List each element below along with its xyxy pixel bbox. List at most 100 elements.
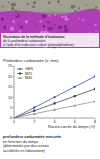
aggregate (60, 4, 61, 5)
point (74, 95, 76, 97)
series-line (14, 101, 95, 118)
chart-title: Profondeur carbonatée (x, mm) (3, 58, 59, 63)
aggregate (82, 19, 84, 21)
y-tick (13, 97, 15, 98)
aggregate (52, 27, 54, 29)
x-tick-label: 0 (13, 120, 15, 124)
y-tick-label: 5 (10, 106, 12, 110)
aggregate (61, 16, 63, 18)
aggregate (34, 25, 35, 26)
aggregate (48, 1, 51, 4)
aggregate (57, 0, 60, 3)
legend-label: GEN (25, 67, 33, 71)
chart-caption: accélérés en laboratoire) (3, 149, 46, 153)
aggregate (64, 28, 68, 32)
aggregate (74, 10, 76, 12)
x-axis (14, 118, 95, 119)
aggregate (8, 2, 10, 4)
aggregate (58, 28, 59, 29)
point (73, 86, 76, 89)
caption-box (1, 33, 99, 47)
point (73, 104, 76, 106)
x-tick-label: 4 (54, 120, 56, 124)
aggregate (63, 25, 67, 29)
legend-label: M25 (25, 72, 32, 76)
legend-line (17, 69, 23, 70)
y-tick (13, 76, 15, 77)
point (53, 108, 56, 110)
aggregate (48, 27, 52, 31)
photo-caption: à l'aide d'un indicateur coloré (phénolp… (3, 43, 74, 47)
point (94, 88, 95, 90)
aggregate (64, 17, 67, 20)
aggregate (16, 15, 17, 16)
y-tick-label: 0 (10, 116, 12, 120)
chart-caption: (déterminée par des essais (3, 144, 49, 148)
aggregate (27, 3, 29, 5)
y-tick-label: 20 (8, 75, 12, 79)
y-tick (13, 118, 15, 119)
aggregate (94, 23, 97, 26)
y-tick-label: 10 (8, 96, 12, 100)
series-line (14, 89, 95, 118)
aggregate (78, 18, 80, 20)
aggregate (2, 6, 4, 8)
aggregate (47, 21, 49, 23)
point (94, 75, 95, 78)
aggregate (39, 20, 41, 22)
point (33, 106, 36, 109)
y-tick (13, 66, 15, 67)
aggregate (54, 24, 56, 26)
legend-marker (19, 68, 21, 70)
x-tick-label: 8 (94, 120, 96, 124)
aggregate (4, 25, 7, 28)
aggregate (10, 27, 14, 31)
point (33, 110, 35, 112)
concrete (0, 0, 100, 48)
legend-marker (19, 77, 21, 79)
x-tick-label: 6 (74, 120, 76, 124)
aggregate (94, 9, 96, 11)
legend-marker (19, 73, 21, 75)
aggregate (12, 20, 15, 23)
x-axis-label: Racine carrée du temps (√t) (48, 125, 96, 129)
legend-line (17, 73, 23, 74)
y-tick (13, 86, 15, 87)
aggregate (33, 1, 36, 4)
aggregate (95, 6, 97, 8)
series-group (14, 75, 95, 118)
aggregate (58, 25, 62, 29)
y-tick-label: 15 (8, 85, 12, 89)
chart-caption: profondeur carbonatée mesurée (3, 135, 61, 139)
aggregate (88, 10, 90, 12)
aggregate (48, 15, 50, 17)
point (14, 117, 15, 118)
legend-label: M30 (25, 76, 32, 80)
x-tick-label: 2 (33, 120, 35, 124)
aggregate (47, 27, 48, 28)
y-tick-label: 25 (8, 64, 12, 68)
aggregate (78, 8, 80, 10)
aggregate (95, 30, 96, 31)
aggregate (18, 23, 19, 24)
aggregate (42, 25, 45, 28)
aggregate (54, 14, 56, 16)
aggregate (1, 17, 4, 20)
aggregate (16, 14, 20, 18)
aggregate (32, 14, 33, 15)
point (53, 102, 55, 104)
legend-line (17, 78, 23, 79)
aggregate (19, 30, 21, 32)
aggregate (25, 20, 29, 24)
photo (0, 0, 100, 48)
y-tick (13, 107, 15, 108)
point (33, 113, 36, 115)
aggregate (42, 14, 46, 18)
aggregate (73, 5, 75, 7)
colored-zone (0, 8, 100, 48)
point (94, 100, 95, 102)
chart-caption: en fonction du temps (3, 140, 38, 144)
aggregate (86, 5, 87, 6)
aggregate (32, 5, 35, 8)
aggregate (15, 10, 18, 13)
